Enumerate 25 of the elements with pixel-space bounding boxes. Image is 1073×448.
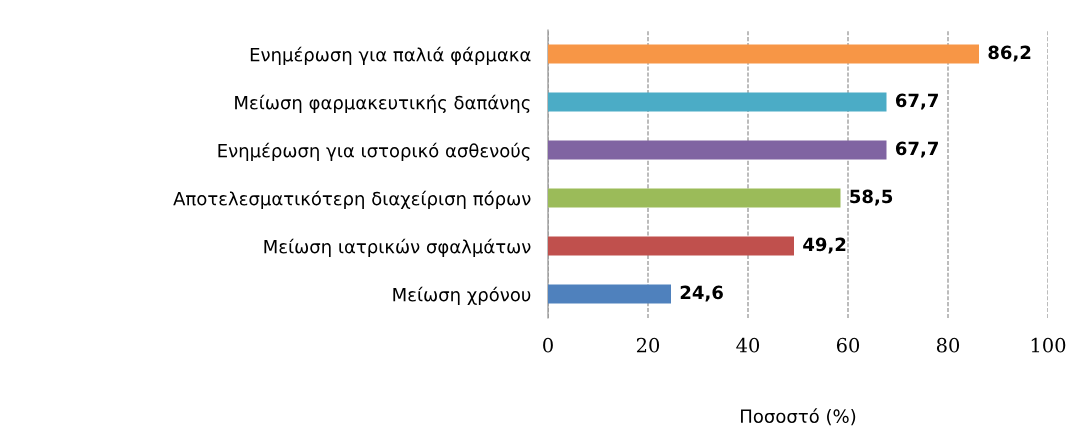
y-tick-label: Μείωση ιατρικών σφαλμάτων (264, 238, 531, 257)
data-label: 67,7 (895, 93, 938, 110)
bar (548, 44, 979, 64)
x-tick-label: 20 (636, 337, 660, 353)
data-label: 24,6 (680, 285, 723, 302)
data-label: 86,2 (988, 45, 1031, 62)
x-tick-label: 40 (736, 337, 760, 353)
x-tick-label: 100 (1031, 337, 1066, 353)
bar (548, 236, 794, 256)
bar (548, 188, 841, 208)
y-tick-label: Αποτελεσματικότερη διαχείριση πόρων (173, 190, 531, 209)
x-tick-label: 0 (543, 337, 553, 353)
y-tick-label: Μείωση χρόνου (393, 286, 531, 305)
data-label: 67,7 (895, 141, 938, 158)
x-tick-label: 80 (936, 337, 960, 353)
y-tick-label: Μείωση φαρμακευτικής δαπάνης (235, 94, 530, 114)
y-tick-label: Ενημέρωση για ιστορικό ασθενούς (218, 142, 530, 162)
bar (548, 284, 671, 304)
bar (548, 92, 887, 112)
data-label: 58,5 (850, 189, 893, 206)
x-tick-label: 60 (836, 337, 860, 353)
y-tick-label: Ενημέρωση για παλιά φάρμακα (250, 46, 531, 65)
bar (548, 140, 887, 160)
x-axis-title: Ποσοστό (%) (741, 408, 856, 426)
data-label: 49,2 (803, 237, 846, 254)
